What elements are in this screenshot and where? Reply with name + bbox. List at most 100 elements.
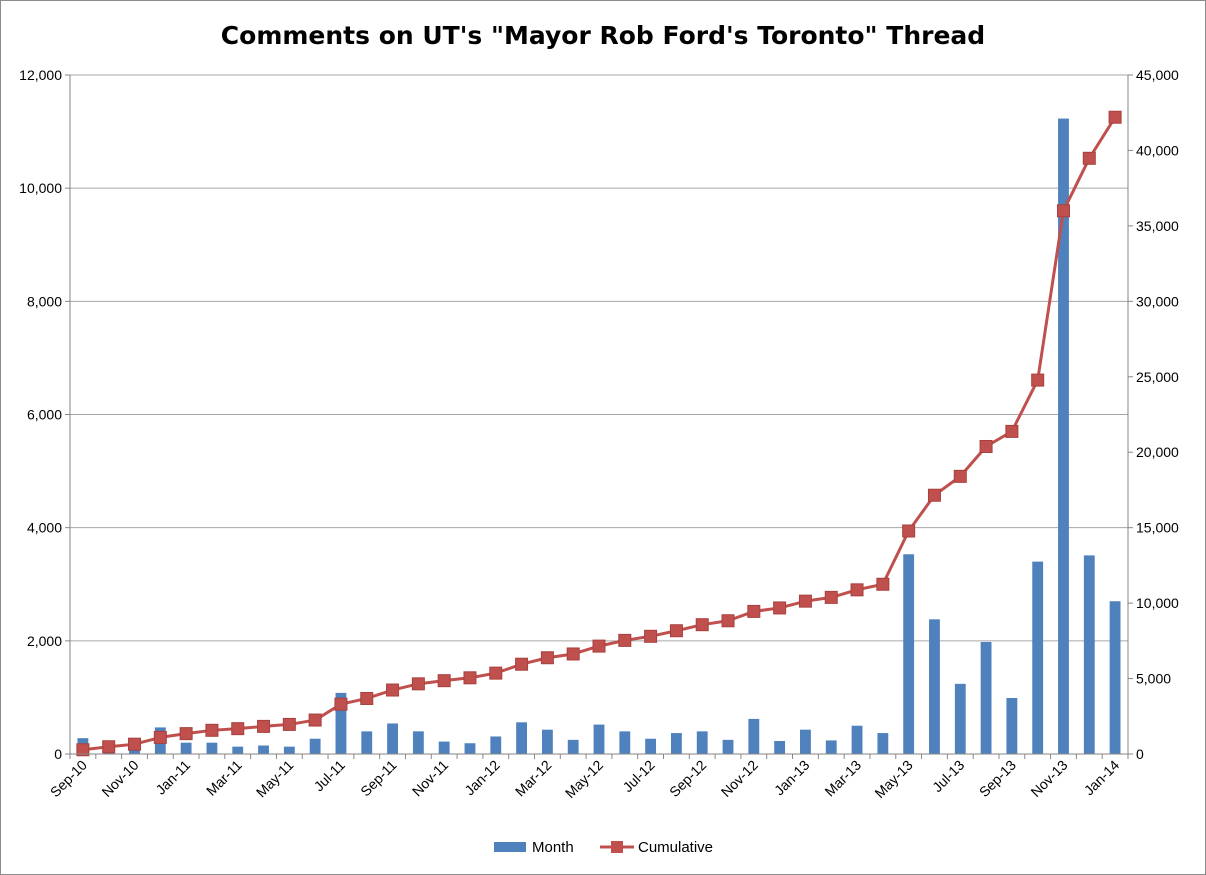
cumulative-point bbox=[824, 590, 838, 604]
cumulative-point bbox=[1005, 424, 1019, 438]
cumulative-point bbox=[463, 671, 477, 685]
bar-month bbox=[516, 722, 528, 754]
cumulative-point bbox=[360, 691, 374, 705]
bar-month bbox=[258, 745, 269, 754]
cumulative-point bbox=[566, 647, 580, 661]
line-series-cumulative bbox=[76, 110, 1122, 757]
bar-month bbox=[412, 731, 424, 754]
cumulative-point bbox=[618, 633, 632, 647]
right-tick-label: 0 bbox=[1136, 746, 1144, 762]
bar-month bbox=[335, 692, 347, 754]
left-tick-label: 0 bbox=[54, 746, 62, 762]
bar-month bbox=[980, 641, 992, 754]
right-tick-label: 20,000 bbox=[1136, 444, 1179, 460]
right-tick-label: 30,000 bbox=[1136, 293, 1179, 309]
bar-month bbox=[438, 741, 450, 754]
bar-month bbox=[722, 739, 734, 754]
cumulative-point bbox=[876, 577, 890, 591]
cumulative-point bbox=[386, 683, 400, 697]
legend-label-cumulative: Cumulative bbox=[638, 839, 713, 856]
cumulative-point bbox=[1031, 373, 1045, 387]
chart-title: Comments on UT's "Mayor Rob Ford's Toron… bbox=[221, 21, 985, 50]
right-tick-label: 45,000 bbox=[1136, 67, 1179, 83]
left-tick-label: 6,000 bbox=[27, 407, 62, 423]
left-tick-label: 12,000 bbox=[19, 67, 62, 83]
bar-month bbox=[541, 729, 553, 754]
bar-month bbox=[825, 740, 837, 754]
cumulative-point bbox=[721, 614, 735, 628]
bar-month bbox=[1032, 561, 1044, 754]
cumulative-point bbox=[411, 677, 425, 691]
cumulative-point bbox=[669, 624, 683, 638]
right-tick-label: 10,000 bbox=[1136, 595, 1179, 611]
bar-month bbox=[309, 738, 321, 754]
cumulative-point bbox=[205, 723, 219, 737]
cumulative-point bbox=[128, 737, 142, 751]
bar-month bbox=[180, 742, 192, 754]
legend-swatch-marker-cumulative bbox=[611, 841, 623, 853]
right-tick-label: 35,000 bbox=[1136, 218, 1179, 234]
cumulative-point bbox=[179, 727, 193, 741]
bar-month bbox=[206, 742, 218, 754]
bar-month bbox=[903, 554, 915, 754]
cumulative-point bbox=[334, 697, 348, 711]
right-tick-label: 15,000 bbox=[1136, 520, 1179, 536]
bar-month bbox=[645, 738, 657, 754]
bar-month bbox=[929, 619, 940, 754]
bar-month bbox=[748, 718, 760, 754]
gridlines bbox=[70, 74, 1128, 642]
bar-month bbox=[1006, 697, 1018, 754]
cumulative-point bbox=[1056, 204, 1070, 218]
cumulative-point bbox=[540, 651, 554, 665]
legend-label-month: Month bbox=[532, 839, 574, 856]
cumulative-point bbox=[773, 601, 787, 615]
cumulative-point bbox=[489, 666, 503, 680]
legend-swatch-month bbox=[494, 842, 526, 852]
bar-month bbox=[774, 740, 786, 754]
cumulative-point bbox=[953, 469, 967, 483]
cumulative-point bbox=[927, 488, 941, 502]
cumulative-point bbox=[515, 657, 529, 671]
bar-month bbox=[1109, 601, 1121, 754]
right-tick-label: 40,000 bbox=[1136, 142, 1179, 158]
bar-month bbox=[387, 723, 398, 754]
cumulative-point bbox=[747, 604, 761, 618]
cumulative-point bbox=[850, 583, 864, 597]
cumulative-point bbox=[798, 594, 812, 608]
left-tick-label: 10,000 bbox=[19, 180, 62, 196]
bar-month bbox=[696, 731, 708, 754]
cumulative-point bbox=[437, 674, 451, 688]
cumulative-point bbox=[102, 740, 116, 754]
cumulative-point bbox=[644, 629, 658, 643]
cumulative-point bbox=[76, 743, 90, 757]
bar-month bbox=[464, 743, 476, 754]
right-axis-tick-labels: 0 5,000 10,000 15,000 20,000 25,000 30,000 35,0… bbox=[1136, 67, 1179, 762]
bar-month bbox=[490, 736, 502, 754]
legend: Month Cumulative bbox=[494, 839, 713, 856]
right-tick-label: 5,000 bbox=[1136, 671, 1171, 687]
bar-month bbox=[954, 683, 966, 754]
bar-month bbox=[851, 725, 863, 754]
bar-month bbox=[800, 729, 811, 754]
bar-month bbox=[670, 733, 682, 754]
axes bbox=[65, 74, 1133, 759]
bar-month bbox=[1058, 118, 1069, 755]
bar-month bbox=[567, 739, 579, 754]
cumulative-point bbox=[695, 618, 709, 632]
left-tick-label: 4,000 bbox=[27, 520, 62, 536]
bar-month bbox=[283, 746, 295, 754]
left-tick-label: 8,000 bbox=[27, 293, 62, 309]
left-tick-label: 2,000 bbox=[27, 633, 62, 649]
cumulative-point bbox=[231, 722, 245, 736]
cumulative-point bbox=[592, 639, 606, 653]
bar-month bbox=[593, 724, 605, 754]
cumulative-point bbox=[1082, 151, 1096, 165]
bar-month bbox=[1083, 555, 1095, 754]
left-axis-tick-labels: 0 2,000 4,000 6,000 8,000 10,000 12,000 bbox=[19, 67, 62, 762]
cumulative-point bbox=[979, 439, 993, 453]
bar-month bbox=[361, 731, 373, 754]
cumulative-point bbox=[308, 713, 322, 727]
bar-month bbox=[877, 733, 889, 754]
